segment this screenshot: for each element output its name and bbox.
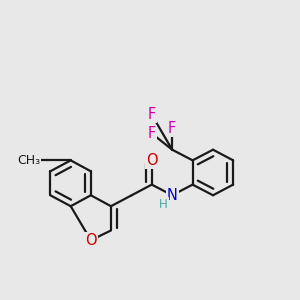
Text: H: H xyxy=(159,198,168,211)
Text: F: F xyxy=(148,126,156,141)
Text: O: O xyxy=(85,233,97,248)
Text: N: N xyxy=(167,188,178,203)
Text: F: F xyxy=(168,121,176,136)
Text: O: O xyxy=(146,153,158,168)
Text: F: F xyxy=(148,107,156,122)
Text: F: F xyxy=(168,121,176,136)
Text: F: F xyxy=(148,107,156,122)
Text: F: F xyxy=(148,126,156,141)
Text: CH₃: CH₃ xyxy=(17,154,40,167)
